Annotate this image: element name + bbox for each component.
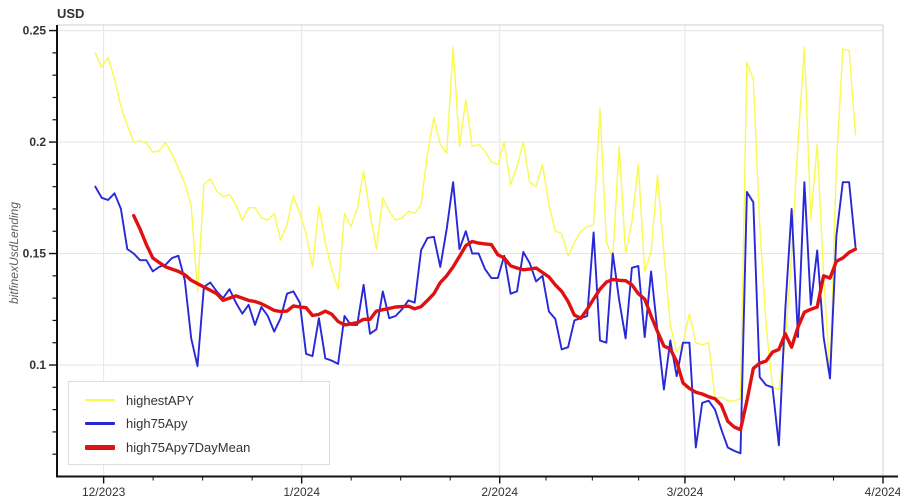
legend-item-high75Apy7DayMean[interactable]: high75Apy7DayMean (85, 436, 319, 458)
x-tick-label: 1/2024 (283, 485, 320, 499)
legend: highestAPY high75Apy high75Apy7DayMean (68, 381, 330, 465)
legend-item-label: high75Apy (126, 416, 188, 431)
y-tick-label: 0.2 (29, 135, 46, 149)
series-line-high75Apy7DayMean[interactable] (132, 213, 858, 432)
y-axis-title-text: bitfinexUsdLending (7, 201, 21, 305)
legend-item-high75Apy[interactable]: high75Apy (85, 413, 319, 435)
legend-line-swatch (85, 399, 115, 401)
y-tick-label: 0.15 (23, 247, 47, 261)
legend-item-label: high75Apy7DayMean (126, 439, 251, 455)
x-tick-label: 12/2023 (82, 485, 126, 499)
legend-line-swatch (85, 422, 115, 425)
x-tick-label: 4/2024 (865, 485, 900, 499)
legend-item-highestAPY[interactable]: highestAPY (85, 389, 319, 411)
y-tick-label: 0.1 (29, 358, 46, 372)
x-tick-label: 2/2024 (481, 485, 518, 499)
chart-title: USD (57, 6, 85, 21)
series-line-highestAPY[interactable] (94, 46, 857, 402)
legend-item-label: highestAPY (126, 392, 194, 408)
y-tick-label: 0.25 (23, 24, 47, 38)
x-tick-label: 3/2024 (667, 485, 704, 499)
legend-line-swatch (85, 444, 115, 450)
